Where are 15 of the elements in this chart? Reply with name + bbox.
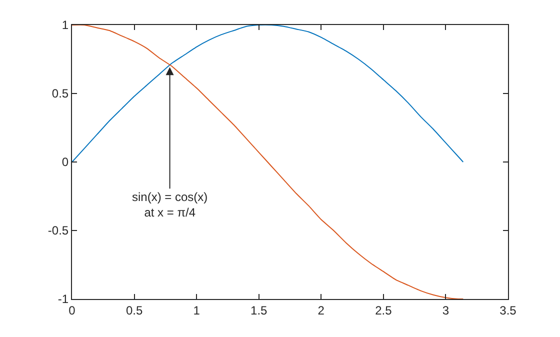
x-tick-label: 2 [318, 303, 325, 318]
x-tick-label: 1.5 [250, 303, 268, 318]
annotation: sin(x) = cos(x) at x = π/4 [132, 190, 208, 220]
x-tick-label: 3.5 [500, 303, 517, 318]
y-tick-label: 0.5 [52, 86, 69, 101]
line-series [72, 25, 464, 299]
x-tick-label: 0.5 [126, 303, 143, 318]
x-tick-label: 2.5 [375, 303, 392, 318]
x-tick-label: 3 [442, 303, 450, 318]
y-tick-label: 0 [62, 155, 69, 170]
x-tick-label: 1 [193, 303, 200, 318]
y-tick-label: 1 [62, 18, 69, 32]
y-tick-label: -0.5 [48, 224, 69, 238]
line-series [72, 25, 464, 162]
y-tick-label: -1 [58, 292, 69, 306]
